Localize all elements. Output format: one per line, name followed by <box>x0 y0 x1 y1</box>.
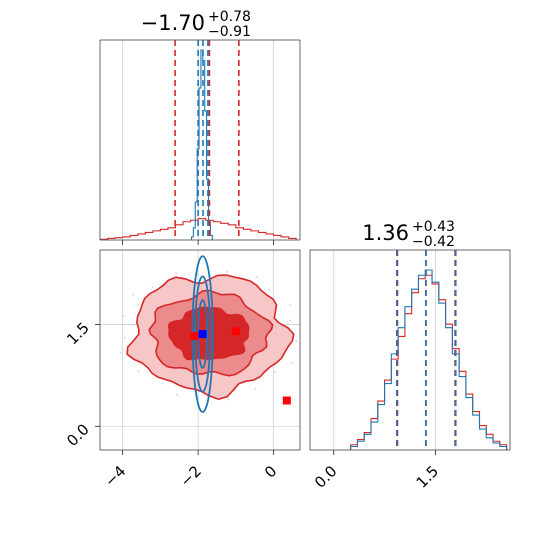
joint-scatter-point <box>120 352 122 354</box>
joint-scatter-point <box>268 289 270 291</box>
joint-scatter-point <box>137 304 139 307</box>
joint-ytick-label-1: 1.5 <box>63 319 93 349</box>
joint-scatter-point <box>256 276 258 278</box>
joint-contour-a-1sigma <box>167 306 250 361</box>
param2-hist-series-b <box>350 269 508 450</box>
joint-scatter-point <box>288 319 291 322</box>
param2-title-median: 1.36 <box>362 221 409 245</box>
param1-hist-series-a <box>100 218 297 240</box>
joint-scatter-point <box>132 323 135 326</box>
joint-scatter-point <box>227 398 230 401</box>
param1-histogram-panel: −1.70 +0.78 −0.91 <box>99 9 301 245</box>
joint-scatter-point <box>151 286 154 288</box>
param1-title-lower: −0.91 <box>208 24 251 40</box>
joint-panel: −4 −2 0 0.0 1.5 <box>63 249 304 490</box>
joint-marker-b-0 <box>198 330 207 339</box>
param1-title-median: −1.70 <box>141 11 205 35</box>
param2-hist-series-a <box>350 274 508 450</box>
joint-xtick-label-2: 0 <box>261 462 280 481</box>
joint-scatter-point <box>225 270 228 273</box>
param2-xtick-label-0: 0.0 <box>311 462 341 492</box>
joint-scatter-point <box>161 382 164 385</box>
joint-xtick-label-1: −2 <box>177 462 205 490</box>
joint-scatter-point <box>137 370 140 373</box>
joint-ytick-label-0: 0.0 <box>63 420 93 450</box>
joint-scatter-point <box>175 393 178 396</box>
param2-xtick-label-1: 1.5 <box>413 462 443 492</box>
joint-marker-a-0 <box>190 332 199 341</box>
param1-histogram-frame <box>99 39 301 241</box>
joint-panel-frame <box>99 249 301 451</box>
joint-marker-a-1 <box>231 327 240 336</box>
joint-scatter-point <box>289 304 291 307</box>
joint-scatter-point <box>274 371 276 374</box>
joint-scatter-point <box>254 387 257 390</box>
param1-title-upper: +0.78 <box>208 9 251 25</box>
joint-scatter-point <box>132 293 135 296</box>
joint-scatter-point <box>290 362 293 364</box>
param2-title-upper: +0.43 <box>412 219 455 235</box>
joint-marker-a-2 <box>282 396 291 405</box>
joint-scatter-point <box>123 336 126 339</box>
joint-xtick-label-0: −4 <box>101 462 129 490</box>
joint-scatter-point <box>175 272 178 274</box>
joint-scatter-point <box>122 315 125 317</box>
joint-scatter-point <box>295 340 298 342</box>
joint-scatter-point <box>302 325 304 327</box>
param2-title-lower: −0.42 <box>412 234 455 250</box>
param2-histogram-panel: 0.0 1.5 1.36 +0.43 −0.42 <box>309 219 511 492</box>
param2-histogram-frame <box>309 249 511 451</box>
